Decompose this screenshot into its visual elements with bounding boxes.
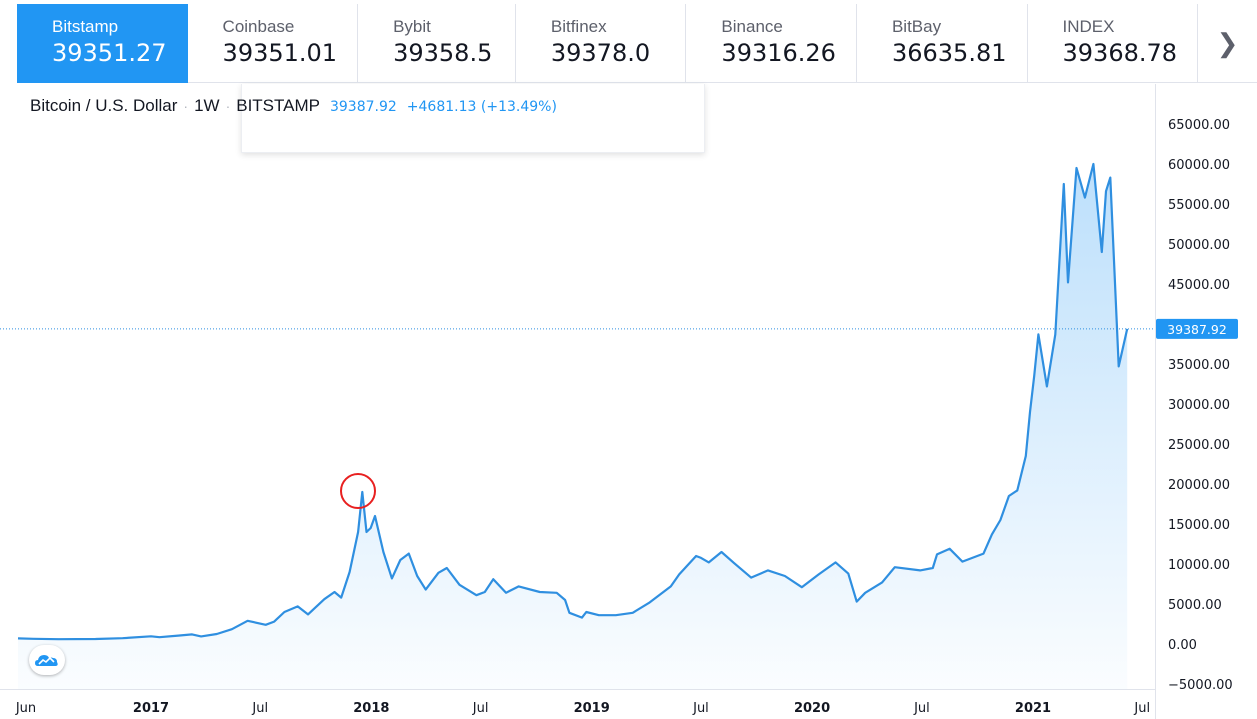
- tab-name: Bitfinex: [550, 17, 607, 36]
- price-line: [17, 162, 1129, 641]
- price-axis[interactable]: 65000.00 60000.00 55000.00 50000.00 45000.00…: [1168, 118, 1233, 693]
- tab-binance[interactable]: Binance 39316.26: [686, 4, 857, 83]
- x-tick-label: 2019: [574, 701, 610, 716]
- y-tick-label: 60000.00: [1168, 158, 1230, 173]
- time-axis[interactable]: Jun 2017 Jul 2018 Jul 2019 Jul 2020 Jul 2021 Jul: [15, 701, 1150, 716]
- x-tick-label: Jul: [472, 701, 489, 716]
- current-price-tag: 39387.92: [1156, 318, 1238, 339]
- y-tick-label: 55000.00: [1168, 198, 1230, 213]
- y-tick-label: 10000.00: [1168, 558, 1230, 573]
- tab-bitbay[interactable]: BitBay 36635.81: [856, 4, 1028, 83]
- tab-index[interactable]: INDEX 39368.78: [1027, 4, 1199, 83]
- tab-name: BitBay: [891, 17, 942, 36]
- symbol-name: Bitcoin / U.S. Dollar: [30, 96, 178, 115]
- y-tick-label: 65000.00: [1168, 118, 1230, 133]
- tab-name: Bybit: [393, 17, 431, 36]
- peak-annotation-circle: [340, 473, 376, 509]
- tradingview-logo-button[interactable]: [29, 645, 65, 675]
- tab-name: Bitstamp: [52, 17, 119, 36]
- tab-price: 39368.78: [1062, 39, 1178, 67]
- y-tick-label: 25000.00: [1168, 438, 1230, 453]
- tab-price: 39351.27: [52, 39, 167, 67]
- y-tick-label: 50000.00: [1168, 238, 1230, 253]
- y-tick-label: 35000.00: [1168, 358, 1230, 373]
- legend-separator: ·: [183, 98, 189, 114]
- price-area-fill: [18, 164, 1128, 689]
- y-tick-label: 5000.00: [1168, 598, 1222, 613]
- tab-name: Coinbase: [222, 17, 295, 36]
- tab-price: 39378.0: [550, 39, 651, 67]
- tab-price: 36635.81: [891, 39, 1007, 67]
- y-tick-label: 15000.00: [1168, 518, 1230, 533]
- tab-price: 39351.01: [222, 39, 338, 67]
- tab-price: 39358.5: [393, 39, 493, 67]
- price-chart[interactable]: 65000.00 60000.00 55000.00 50000.00 45000.00…: [0, 84, 1257, 719]
- next-tabs-button[interactable]: ❯: [1198, 4, 1257, 83]
- interval-label: 1W: [194, 96, 220, 115]
- x-tick-label: 2018: [353, 701, 389, 716]
- x-tick-label: 2021: [1015, 701, 1051, 716]
- tab-bitstamp[interactable]: Bitstamp 39351.27: [17, 4, 188, 83]
- y-tick-label: 0.00: [1168, 638, 1197, 653]
- y-tick-label: 45000.00: [1168, 278, 1230, 293]
- chart-legend[interactable]: Bitcoin / U.S. Dollar · 1W · BITSTAMP 39…: [30, 96, 557, 116]
- legend-separator: ·: [225, 98, 231, 114]
- x-tick-label: 2017: [133, 701, 169, 716]
- x-tick-label: Jul: [692, 701, 709, 716]
- x-tick-label: Jul: [1133, 701, 1150, 716]
- x-tick-label: 2020: [794, 701, 830, 716]
- y-tick-label: 30000.00: [1168, 398, 1230, 413]
- current-price-label: 39387.92: [1167, 322, 1227, 337]
- tab-coinbase[interactable]: Coinbase 39351.01: [187, 4, 359, 83]
- exchange-label: BITSTAMP: [236, 96, 320, 115]
- y-tick-label: −5000.00: [1168, 678, 1233, 693]
- tab-bybit[interactable]: Bybit 39358.5: [358, 4, 516, 83]
- x-tick-label: Jul: [251, 701, 268, 716]
- exchange-tabs: Bitstamp 39351.27 Coinbase 39351.01 Bybi…: [17, 4, 1257, 84]
- tradingview-cloud-icon: [35, 655, 58, 666]
- tab-bitfinex[interactable]: Bitfinex 39378.0: [515, 4, 687, 83]
- chevron-right-icon: ❯: [1216, 27, 1239, 58]
- tab-name: INDEX: [1062, 17, 1115, 36]
- tab-name: Binance: [721, 17, 783, 36]
- last-price: 39387.92: [329, 99, 397, 115]
- y-tick-label: 20000.00: [1168, 478, 1230, 493]
- tab-price: 39316.26: [721, 39, 836, 67]
- x-tick-label: Jun: [15, 701, 36, 716]
- x-tick-label: Jul: [913, 701, 930, 716]
- price-change: +4681.13 (+13.49%): [406, 99, 557, 115]
